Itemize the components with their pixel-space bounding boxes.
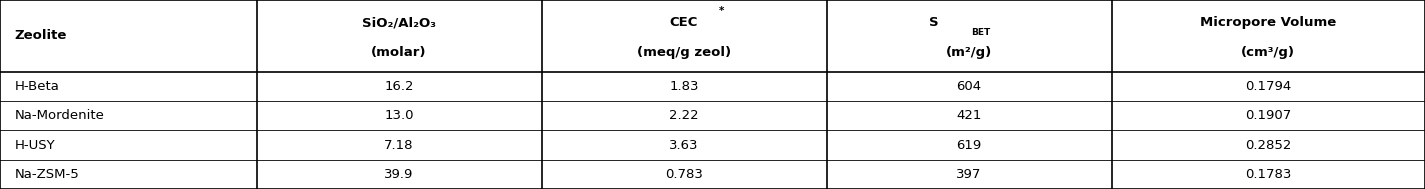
Text: H-Beta: H-Beta	[14, 80, 58, 93]
Text: (cm³/g): (cm³/g)	[1241, 46, 1295, 59]
Text: 0.1907: 0.1907	[1245, 109, 1291, 122]
Text: H-USY: H-USY	[14, 139, 56, 152]
Text: Micropore Volume: Micropore Volume	[1200, 16, 1337, 29]
Text: (m²/g): (m²/g)	[946, 46, 992, 59]
Text: Na-Mordenite: Na-Mordenite	[14, 109, 104, 122]
Text: *: *	[718, 6, 724, 16]
Text: 0.2852: 0.2852	[1245, 139, 1291, 152]
Text: 604: 604	[956, 80, 982, 93]
Text: 3.63: 3.63	[670, 139, 698, 152]
Text: 16.2: 16.2	[385, 80, 413, 93]
Text: 7.18: 7.18	[385, 139, 413, 152]
Text: 2.22: 2.22	[670, 109, 698, 122]
Text: 421: 421	[956, 109, 982, 122]
Text: Na-ZSM-5: Na-ZSM-5	[14, 168, 78, 181]
Text: 0.783: 0.783	[665, 168, 703, 181]
Text: 397: 397	[956, 168, 982, 181]
Text: 39.9: 39.9	[385, 168, 413, 181]
Text: 0.1783: 0.1783	[1245, 168, 1291, 181]
Text: BET: BET	[970, 28, 990, 37]
Text: CEC: CEC	[670, 16, 698, 29]
Text: 619: 619	[956, 139, 982, 152]
Text: SiO₂/Al₂O₃: SiO₂/Al₂O₃	[362, 16, 436, 29]
Text: 13.0: 13.0	[385, 109, 413, 122]
Text: (meq/g zeol): (meq/g zeol)	[637, 46, 731, 59]
Text: Zeolite: Zeolite	[14, 29, 67, 42]
Text: (molar): (molar)	[372, 46, 426, 59]
Text: S: S	[929, 16, 938, 29]
Text: 0.1794: 0.1794	[1245, 80, 1291, 93]
Text: 1.83: 1.83	[670, 80, 698, 93]
